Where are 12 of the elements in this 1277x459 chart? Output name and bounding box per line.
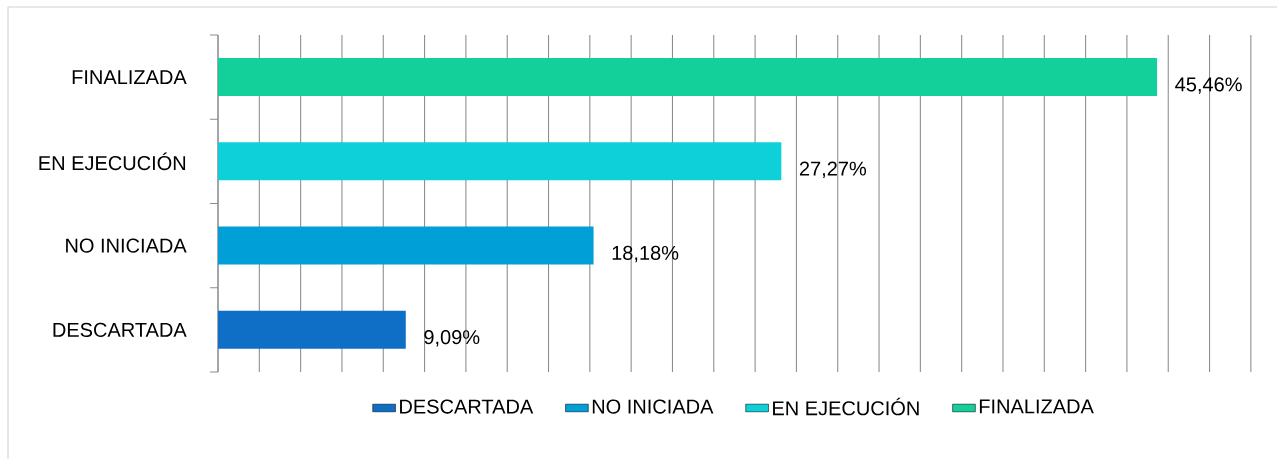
y-tick-label: EN EJECUCIÓN — [39, 152, 186, 171]
legend-label: DESCARTADA — [400, 399, 534, 414]
data-label: 18,18% — [612, 245, 679, 263]
data-label: 45,46% — [1175, 77, 1242, 94]
data-label: 9,09% — [424, 330, 480, 347]
y-tick-label: DESCARTADA — [53, 322, 187, 337]
data-label: 27,27% — [799, 161, 867, 179]
y-tick-label: NO INICIADA — [66, 238, 187, 253]
legend-label: EN EJECUCIÓN — [773, 397, 919, 416]
y-tick-label: FINALIZADA — [72, 70, 187, 84]
legend-label: FINALIZADA — [979, 399, 1094, 414]
legend-label: NO INICIADA — [592, 399, 714, 414]
